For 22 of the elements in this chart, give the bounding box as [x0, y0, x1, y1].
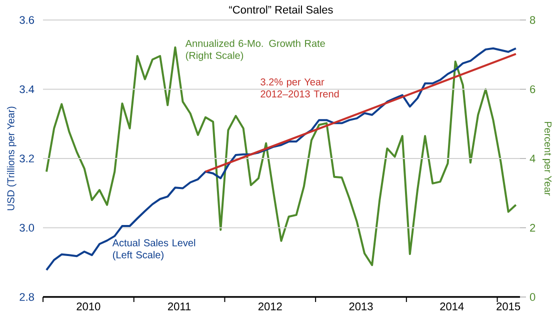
y2-tick-label: 0	[530, 293, 536, 301]
y-tick-label: 3.0	[20, 224, 34, 232]
x-tick-label: 2011	[168, 302, 191, 310]
y2-axis-title: Percent per Year	[542, 122, 552, 196]
series-label: Actual Sales Level (Left Scale)	[112, 239, 196, 260]
text: 3.2% per Year 2012–2013 Trend	[260, 78, 339, 98]
x-tick-label: 2015	[496, 302, 520, 310]
chart-title: “Control” Retail Sales	[229, 6, 333, 14]
y-tick-label: 3.6	[20, 16, 34, 24]
y2-tick-label: 2	[530, 224, 536, 232]
series-label: Annualized 6-Mo. Growth Rate (Right Scale)	[185, 40, 325, 61]
y-axis-title: USD (Trillions per Year)	[7, 106, 16, 210]
x-tick-label: 2010	[76, 302, 100, 310]
y-tick-label: 3.2	[20, 154, 34, 162]
y2-tick-label: 8	[530, 16, 536, 24]
y-tick-label: 2.8	[20, 293, 34, 301]
x-tick-label: 2014	[440, 302, 464, 310]
y2-tick-label: 4	[530, 154, 536, 162]
y-tick-label: 3.4	[20, 85, 34, 94]
y2-tick-label: 6	[530, 85, 536, 94]
x-tick-label: 2013	[349, 302, 373, 310]
x-tick-label: 2012	[258, 302, 282, 310]
